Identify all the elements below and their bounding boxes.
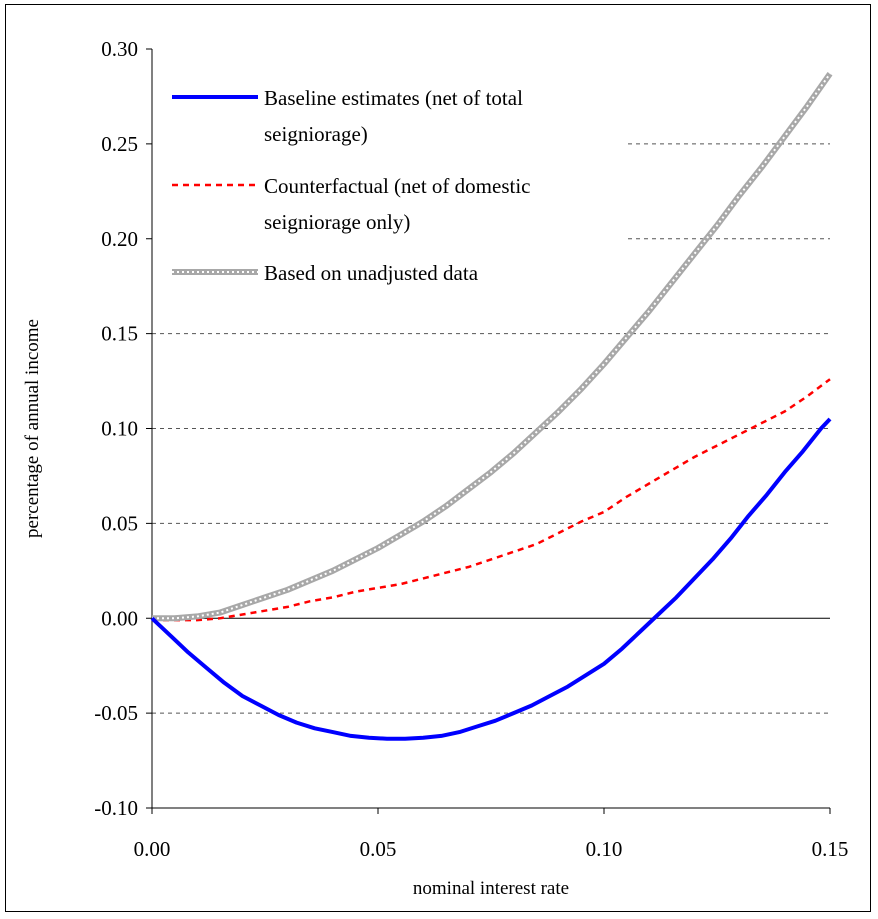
series-line-baseline <box>150 417 832 741</box>
y-tick-label: 0.00 <box>101 606 138 630</box>
x-axis-label: nominal interest rate <box>413 878 569 899</box>
legend-label: Counterfactual (net of domestic seigniora… <box>264 174 531 234</box>
y-axis-label: percentage of annual income <box>22 319 43 538</box>
chart-frame <box>5 4 871 912</box>
y-tick-label: -0.05 <box>94 701 138 725</box>
y-tick-label: 0.25 <box>101 132 138 156</box>
series-line-unadjusted <box>152 71 833 622</box>
y-tick-label: 0.05 <box>101 511 138 535</box>
legend-label: Based on unadjusted data <box>264 261 479 285</box>
x-tick-label: 0.05 <box>360 837 397 861</box>
series-line-counterfactual <box>152 378 831 622</box>
y-tick-label: 0.20 <box>101 227 138 251</box>
x-tick-label: 0.00 <box>134 837 171 861</box>
y-tick-label: 0.10 <box>101 417 138 441</box>
x-tick-label: 0.10 <box>586 837 623 861</box>
x-tick-label: 0.15 <box>812 837 849 861</box>
series-line-unadjusted-hatch <box>152 73 831 620</box>
y-tick-label: 0.15 <box>101 322 138 346</box>
legend-label: Baseline estimates (net of total seignior… <box>264 86 523 146</box>
y-tick-label: -0.10 <box>94 796 138 820</box>
y-tick-label: 0.30 <box>101 37 138 61</box>
